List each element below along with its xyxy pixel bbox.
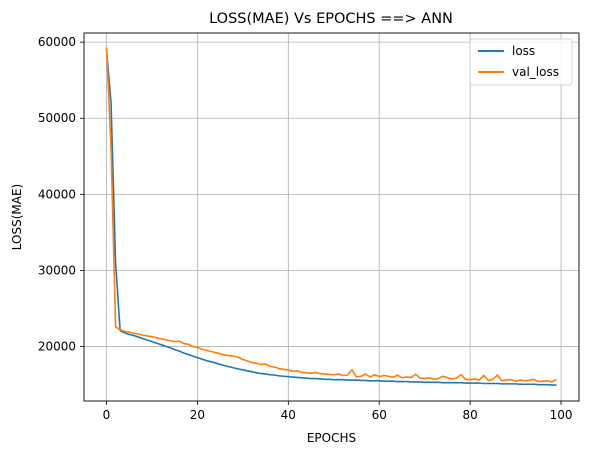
- chart-title: LOSS(MAE) Vs EPOCHS ==> ANN: [209, 11, 453, 27]
- legend-label-loss: loss: [512, 44, 535, 58]
- y-tick-label: 50000: [38, 111, 76, 125]
- y-tick-label: 20000: [38, 340, 76, 354]
- x-tick-label: 40: [281, 408, 296, 422]
- x-tick-label: 100: [550, 408, 573, 422]
- plot-frame: [83, 32, 580, 402]
- legend-label-val-loss: val_loss: [512, 65, 559, 79]
- y-tick-label: 30000: [38, 263, 76, 277]
- axis-ticks: 0 20 40 60 80 100 20000 30000 40000 50000 60000: [38, 35, 573, 422]
- grid-lines: [84, 33, 579, 401]
- y-tick-label: 60000: [38, 35, 76, 49]
- x-tick-label: 0: [103, 408, 111, 422]
- x-axis-title: EPOCHS: [307, 431, 356, 445]
- y-tick-label: 40000: [38, 187, 76, 201]
- legend: loss val_loss: [469, 38, 573, 86]
- x-tick-label: 80: [462, 408, 477, 422]
- y-axis-title: LOSS(MAE): [10, 184, 24, 250]
- series-line-loss: [105, 49, 557, 386]
- series-lines: [105, 47, 557, 386]
- x-tick-label: 60: [372, 408, 387, 422]
- x-tick-label: 20: [190, 408, 205, 422]
- series-line-val-loss: [105, 47, 557, 383]
